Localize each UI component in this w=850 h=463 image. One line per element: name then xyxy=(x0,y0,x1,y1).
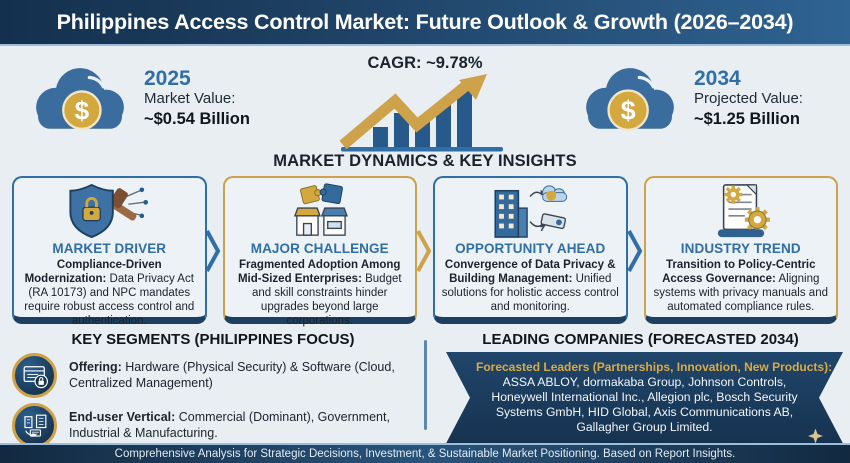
stat-label: Projected Value: xyxy=(694,89,803,107)
svg-text:$: $ xyxy=(75,95,90,125)
policy-document-gear-icon xyxy=(717,184,770,238)
section-title: MARKET DYNAMICS & KEY INSIGHTS xyxy=(273,152,577,170)
leading-companies-section: LEADING COMPANIES (FORECASTED 2034) Fore… xyxy=(436,331,845,444)
card-opportunity-ahead: OPPORTUNITY AHEAD Convergence of Data Pr… xyxy=(433,176,628,324)
cagr-block: CAGR: ~9.78% xyxy=(323,54,527,155)
card-body: Unified solutions for holistic access co… xyxy=(441,273,619,314)
card-market-driver: MARKET DRIVER Compliance-Driven Moderniz… xyxy=(12,176,207,328)
shield-lock-gavel-icon xyxy=(69,183,149,239)
card-title: MAJOR CHALLENGE xyxy=(250,241,389,256)
leading-companies-title: LEADING COMPANIES (FORECASTED 2034) xyxy=(482,331,799,348)
chevron-right-icon xyxy=(205,230,221,272)
segment-lead: Offering: xyxy=(69,359,122,374)
companies-ribbon: Forecasted Leaders (Partnerships, Innova… xyxy=(446,352,843,444)
chevron-right-icon xyxy=(416,230,432,272)
card-industry-trend: INDUSTRY TREND Transition to Policy-Cent… xyxy=(643,176,838,324)
companies-lead: Forecasted Leaders (Partnerships, Innova… xyxy=(476,360,833,374)
vertical-divider xyxy=(424,340,427,430)
stat-2034: $ 2034 Projected Value: ~$1.25 Billion xyxy=(574,60,803,136)
header-banner: Philippines Access Control Market: Futur… xyxy=(0,0,850,46)
card-lead: Fragmented Adoption Among Mid-Sized Ente… xyxy=(237,259,401,286)
card-lead: Transition to Policy-Centric Access Gove… xyxy=(662,259,816,286)
card-title: MARKET DRIVER xyxy=(52,241,167,256)
stat-2025: $ 2025 Market Value: ~$0.54 Billion xyxy=(24,60,250,136)
segment-item-end-user: End-user Vertical: Commercial (Dominant)… xyxy=(12,403,414,448)
footer-text: Comprehensive Analysis for Strategic Dec… xyxy=(114,448,736,460)
puzzle-storefront-icon xyxy=(293,183,348,236)
cloud-dollar-icon: $ xyxy=(586,68,674,131)
segment-text: Hardware (Physical Security) & Software … xyxy=(69,359,395,390)
svg-text:$: $ xyxy=(621,95,636,125)
segment-lead: End-user Vertical: xyxy=(69,409,176,424)
key-segments-title: KEY SEGMENTS (PHILIPPINES FOCUS) xyxy=(71,331,355,348)
stat-year: 2034 xyxy=(694,66,741,90)
chevron-right-icon xyxy=(627,230,643,272)
segment-item-offering: Offering: Hardware (Physical Security) &… xyxy=(12,353,414,398)
stat-year: 2025 xyxy=(144,66,191,90)
stat-value: ~$1.25 Billion xyxy=(694,109,800,128)
card-title: OPPORTUNITY AHEAD xyxy=(455,241,606,256)
cloud-dollar-icon: $ xyxy=(36,68,124,130)
card-major-challenge: MAJOR CHALLENGE Fragmented Adoption Amon… xyxy=(222,176,417,328)
companies-list: ASSA ABLOY, dormakaba Group, Johnson Con… xyxy=(491,375,798,434)
page-title: Philippines Access Control Market: Futur… xyxy=(56,9,794,34)
stat-label: Market Value: xyxy=(144,89,236,107)
building-cloud-camera-icon xyxy=(494,185,568,238)
stat-value: ~$0.54 Billion xyxy=(144,109,250,128)
card-body: Budget and skill constraints hinder upgr… xyxy=(251,273,402,328)
buildings-cycle-icon xyxy=(12,403,57,448)
card-body: Aligning systems with privacy manuals an… xyxy=(653,273,828,314)
card-lead: Compliance-Driven Modernization: xyxy=(24,259,162,286)
card-title: INDUSTRY TREND xyxy=(680,241,801,256)
segment-text: Commercial (Dominant), Government, Indus… xyxy=(69,409,390,440)
insight-cards: MARKET DRIVER Compliance-Driven Moderniz… xyxy=(12,176,838,328)
software-lock-icon xyxy=(12,353,57,398)
card-lead: Convergence of Data Privacy & Building M… xyxy=(444,259,616,286)
cagr-label: CAGR: ~9.78% xyxy=(367,54,483,72)
card-body: Data Privacy Act (RA 10173) and NPC mand… xyxy=(24,273,195,328)
footer-bar: Comprehensive Analysis for Strategic Dec… xyxy=(0,443,850,463)
key-segments-section: KEY SEGMENTS (PHILIPPINES FOCUS) Offerin… xyxy=(12,331,414,448)
growth-chart-arrow-icon xyxy=(339,74,503,152)
